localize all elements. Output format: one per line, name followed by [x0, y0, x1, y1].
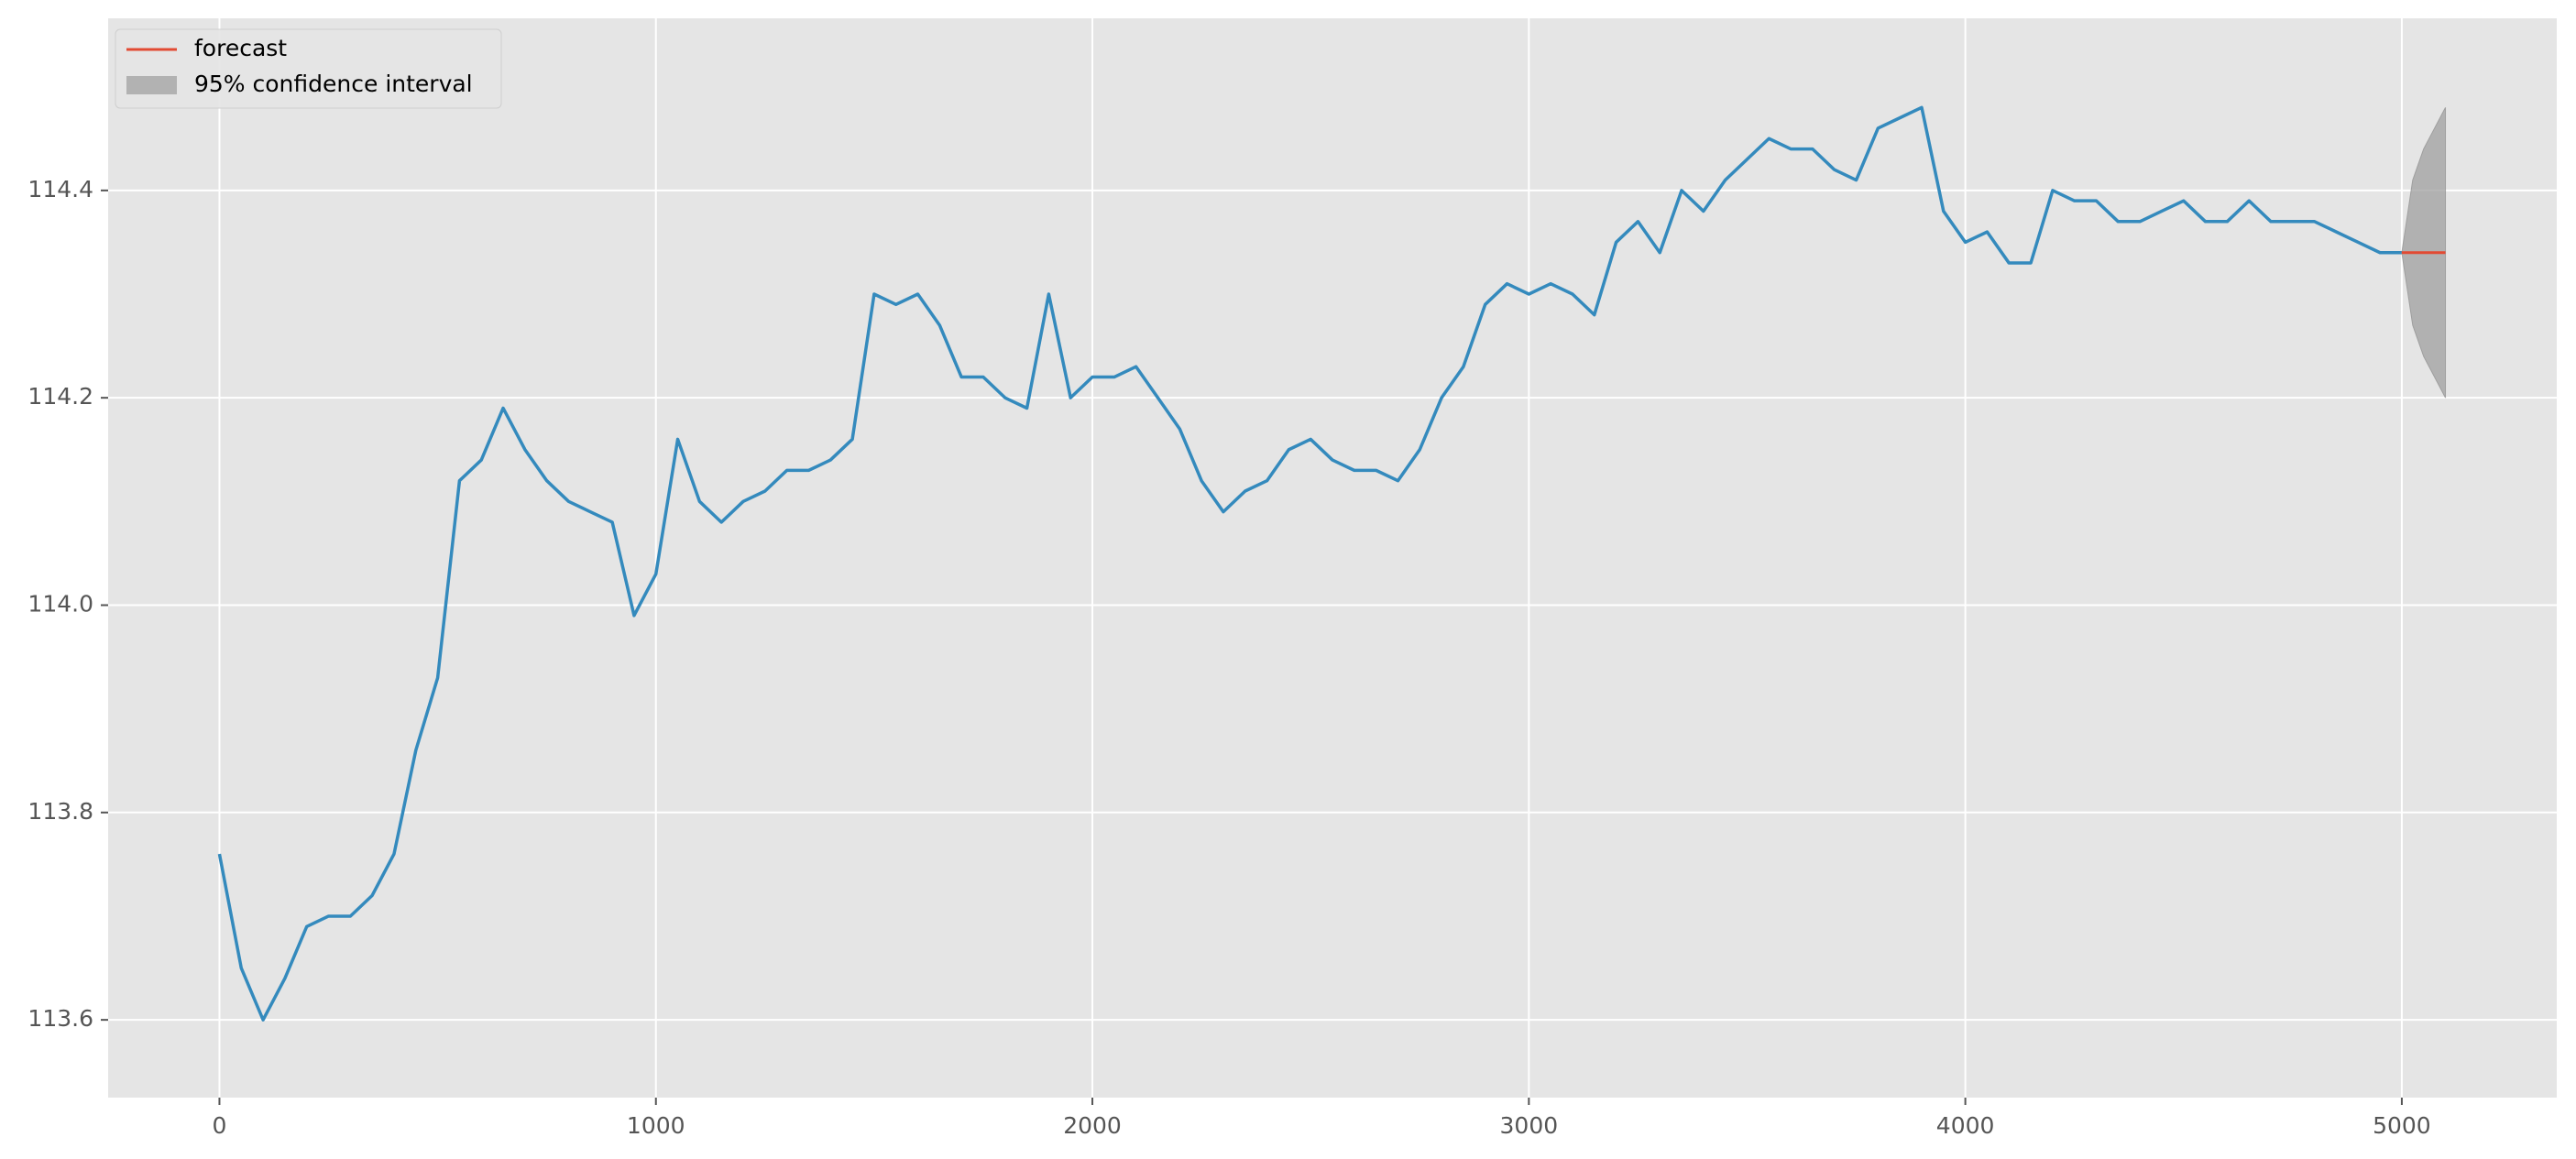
y-tick-label: 114.2 [27, 383, 93, 410]
grid: 113.6 113.8 114.0 114.2 114.4 0 1000 2000 3000 40… [27, 18, 2557, 1139]
marks [217, 105, 2447, 1022]
y-tick-label: 114.4 [27, 176, 93, 202]
legend-label: 95% confidence interval [194, 71, 473, 97]
x-tick-label: 3000 [1500, 1112, 1559, 1139]
y-tick-label: 113.6 [27, 1005, 93, 1032]
data-line [217, 105, 2402, 1022]
x-tick-label: 5000 [2373, 1112, 2431, 1139]
x-tick-label: 4000 [1936, 1112, 1995, 1139]
x-tick-label: 2000 [1063, 1112, 1122, 1139]
y-tick-label: 114.0 [27, 590, 93, 617]
plot-area [108, 18, 2557, 1098]
y-tick-label: 113.8 [27, 798, 93, 825]
x-tick-label: 1000 [627, 1112, 685, 1139]
legend-patch-swatch [126, 76, 177, 94]
legend-box [115, 28, 502, 109]
x-tick-label: 0 [213, 1112, 227, 1139]
legend: forecast 95% confidence interval [115, 28, 502, 109]
legend-label: forecast [194, 35, 287, 61]
